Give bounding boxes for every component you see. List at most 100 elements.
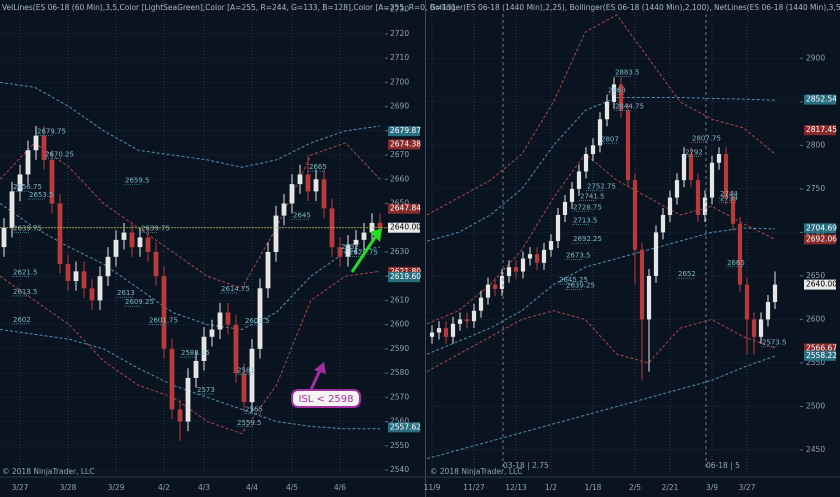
- y-tick-label: 2600: [390, 320, 409, 329]
- candle-body: [674, 180, 680, 198]
- y-tick-label: 2660: [390, 174, 409, 183]
- candle-body: [772, 284, 778, 303]
- candle-body: [25, 150, 31, 175]
- level-label: 2639.75: [13, 224, 42, 232]
- copyright: © 2018 NinjaTrader, LLC: [2, 467, 94, 476]
- level-label: 2656.75: [13, 183, 42, 191]
- panel-title: VelLines(ES 06-18 (60 Min),3,5,Color [Li…: [2, 3, 456, 12]
- candle-body: [485, 284, 491, 298]
- candle-body: [361, 232, 367, 240]
- level-label: 2665: [309, 163, 327, 171]
- candle-body: [97, 276, 103, 301]
- candle-body: [590, 145, 596, 155]
- price-marker: [804, 234, 836, 245]
- candle-body: [702, 197, 708, 215]
- candle-body: [81, 271, 87, 289]
- purple-arrow-head: [314, 362, 326, 374]
- price-marker: [388, 203, 420, 214]
- candle-body: [737, 223, 743, 285]
- band-line: [0, 270, 381, 435]
- y-tick-label: 2730: [390, 5, 409, 14]
- price-marker: [388, 222, 420, 233]
- band-line: [0, 142, 381, 289]
- annotation-text: ISL < 2598: [298, 394, 353, 405]
- level-label: 2559.5: [237, 419, 262, 427]
- candle-body: [57, 203, 63, 265]
- level-label: 2713.5: [573, 217, 598, 225]
- level-label: 2645: [293, 212, 311, 220]
- candle-body: [506, 267, 512, 276]
- band-line: [426, 227, 776, 355]
- level-label: 2601.5: [245, 317, 270, 325]
- band-line: [426, 355, 776, 460]
- level-label: 2883.5: [615, 69, 640, 77]
- price-marker-label: 2692.06: [806, 234, 837, 243]
- band-line: [426, 153, 776, 325]
- level-label: 2752.75: [587, 182, 616, 190]
- candle-body: [137, 237, 143, 248]
- candle-body: [597, 119, 603, 146]
- price-marker: [388, 422, 420, 433]
- candle-body: [65, 264, 71, 282]
- candle-body: [464, 319, 470, 322]
- level-label: 2739: [720, 194, 738, 202]
- rollover-label: 06-18 | 5: [706, 461, 740, 470]
- candle-body: [33, 135, 39, 151]
- candle-body: [744, 284, 750, 320]
- price-marker: [804, 343, 836, 354]
- candle-body: [105, 256, 111, 277]
- y-tick-label: 2900: [806, 53, 825, 62]
- candle-body: [313, 179, 319, 192]
- panel-title: Bollinger(ES 06-18 (1440 Min),2,25), Bol…: [430, 3, 840, 12]
- level-label: 2692.25: [573, 235, 602, 243]
- price-marker-label: 2557.62: [390, 422, 421, 431]
- level-label: 2679.75: [37, 127, 66, 135]
- y-tick-label: 2700: [390, 77, 409, 86]
- candle-body: [209, 329, 215, 337]
- price-marker: [804, 125, 836, 136]
- copyright: © 2018 NinjaTrader, LLC: [430, 467, 522, 476]
- candle-body: [289, 184, 295, 204]
- candle-body: [625, 110, 631, 181]
- price-marker-label: 2619.60: [390, 272, 421, 281]
- level-label: 2744: [720, 190, 738, 198]
- candle-body: [695, 180, 701, 215]
- candle-body: [265, 251, 271, 289]
- candle-body: [492, 284, 498, 289]
- level-label: 2614.75: [221, 285, 250, 293]
- x-tick-label: 11/9: [424, 483, 441, 492]
- price-marker-label: 2852.54: [806, 95, 837, 104]
- level-label: 2609.25: [125, 298, 154, 306]
- y-tick-label: 2800: [806, 140, 825, 149]
- x-tick-label: 4/2: [158, 483, 170, 492]
- y-tick-label: 2650: [806, 271, 825, 280]
- level-label: 2652: [678, 270, 696, 278]
- price-marker-label: 2817.45: [806, 125, 837, 134]
- y-tick-label: 2720: [390, 29, 409, 38]
- candle-body: [604, 101, 610, 120]
- level-label: 2601.75: [149, 316, 178, 324]
- level-label: 2632: [341, 243, 359, 251]
- candle-body: [185, 377, 191, 422]
- candle-body: [471, 310, 477, 322]
- candle-body: [73, 271, 79, 282]
- price-marker: [804, 279, 836, 290]
- price-marker-label: 2679.87: [390, 126, 421, 135]
- candle-body: [9, 191, 15, 228]
- level-label: 2639.75: [141, 224, 170, 232]
- candle-body: [321, 179, 327, 209]
- rollover-label: 03-18 | 2.75: [503, 461, 549, 470]
- candle-body: [611, 84, 617, 102]
- candle-body: [225, 312, 231, 325]
- candle-body: [555, 214, 561, 242]
- candle-body: [233, 324, 239, 374]
- y-tick-label: 2710: [390, 53, 409, 62]
- candle-body: [520, 258, 526, 272]
- candle-body: [217, 312, 223, 330]
- candle-body: [353, 239, 359, 245]
- band-line: [426, 14, 776, 216]
- candle-body: [113, 239, 119, 257]
- band-line: [426, 310, 776, 373]
- level-label: 2728.75: [573, 203, 602, 211]
- candle-body: [583, 154, 589, 172]
